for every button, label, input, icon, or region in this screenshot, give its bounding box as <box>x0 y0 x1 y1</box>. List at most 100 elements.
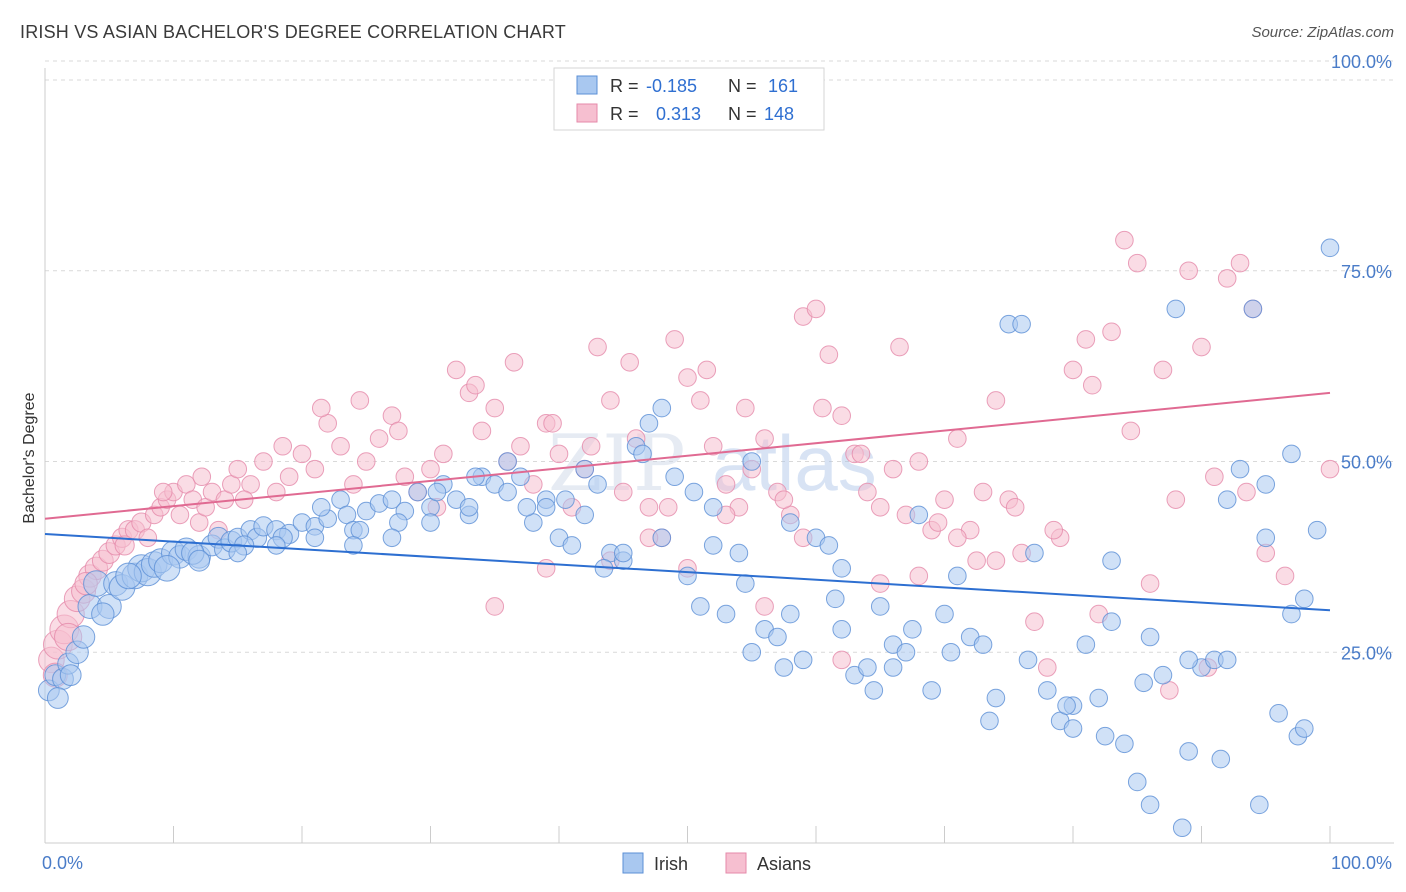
watermark-atlas: atlas <box>712 419 877 507</box>
asian-point <box>588 337 607 357</box>
asian-point <box>620 353 639 372</box>
axes <box>44 68 1394 844</box>
asian-point <box>1166 490 1186 509</box>
irish-point <box>498 452 517 471</box>
irish-point <box>1243 299 1263 319</box>
asian-point <box>1127 253 1147 273</box>
asian-point <box>311 398 331 418</box>
irish-point <box>922 681 941 700</box>
irish-point <box>1038 681 1057 700</box>
irish-point <box>980 711 999 731</box>
asian-point <box>851 444 871 464</box>
asian-point <box>543 414 562 433</box>
chart-title: IRISH VS ASIAN BACHELOR'S DEGREE CORRELA… <box>20 22 566 42</box>
asian-point <box>935 490 954 509</box>
asian-r-label: R = <box>610 104 639 124</box>
asian-point <box>967 551 986 570</box>
asian-trend-line <box>44 391 1331 520</box>
irish-point <box>575 505 595 525</box>
asian-point <box>511 436 530 456</box>
irish-point <box>408 482 427 502</box>
asian-point <box>774 490 794 509</box>
asian-point <box>138 528 158 548</box>
irish-point <box>1282 444 1301 464</box>
chart-source: Source: ZipAtlas.com <box>1251 24 1394 41</box>
asian-point <box>228 459 248 479</box>
asian-point <box>639 497 659 517</box>
irish-point <box>1256 528 1276 548</box>
irish-point <box>793 650 813 670</box>
irish-point <box>774 658 794 677</box>
irish-point <box>652 398 672 418</box>
irish-n-label: N = <box>728 76 757 96</box>
bottom-legend: Irish Asians <box>622 852 811 874</box>
asian-point <box>716 475 736 494</box>
asian-point <box>485 597 505 616</box>
asian-point <box>485 398 505 418</box>
asian-point <box>1320 459 1340 479</box>
irish-point <box>228 543 248 563</box>
irish-point <box>819 536 839 555</box>
asian-point <box>1192 337 1211 357</box>
irish-point <box>864 681 884 700</box>
asian-point <box>858 482 877 502</box>
irish-point <box>1063 719 1083 738</box>
asian-point <box>986 551 1006 570</box>
irish-point <box>1140 627 1160 647</box>
asian-point <box>114 535 135 556</box>
grid-lines <box>45 60 1394 653</box>
asian-point <box>601 391 620 410</box>
irish-point <box>1217 650 1237 670</box>
irish-point <box>588 475 607 494</box>
asian-point <box>703 436 723 456</box>
irish-point <box>1018 650 1038 670</box>
asian-point <box>948 528 967 548</box>
irish-point <box>1179 742 1198 761</box>
irish-point <box>883 658 903 677</box>
irish-point <box>1217 490 1237 509</box>
irish-point <box>729 543 749 563</box>
asian-point <box>421 459 440 479</box>
irish-point <box>736 574 755 593</box>
x-tick-label-min: 0.0% <box>42 853 83 873</box>
asian-point <box>466 375 485 395</box>
asian-point <box>369 429 389 448</box>
asian-point <box>350 391 370 410</box>
data-points <box>37 230 1340 838</box>
irish-point <box>1230 459 1250 479</box>
irish-point <box>556 490 575 509</box>
asian-point <box>658 497 678 517</box>
asian-point <box>1153 360 1173 380</box>
irish-point <box>1057 696 1076 715</box>
irish-point <box>613 543 633 563</box>
irish-point <box>1282 604 1301 624</box>
irish-point <box>115 562 142 590</box>
irish-point <box>1166 299 1186 319</box>
asian-point <box>691 391 710 410</box>
irish-point <box>1250 795 1269 815</box>
irish-point <box>311 497 331 517</box>
asian-point <box>1063 360 1083 380</box>
irish-point <box>703 536 723 555</box>
y-tick-label: 75.0% <box>1341 262 1392 282</box>
irish-point <box>703 497 723 517</box>
asian-point <box>1275 566 1295 586</box>
irish-point <box>941 642 961 662</box>
irish-point <box>1025 543 1044 563</box>
asian-point <box>344 475 363 494</box>
irish-n-value: 161 <box>768 76 798 96</box>
asian-r-value: 0.313 <box>656 104 701 124</box>
irish-point <box>1320 238 1340 258</box>
asian-point <box>1217 269 1237 288</box>
asian-point <box>909 452 929 471</box>
irish-point <box>986 688 1006 708</box>
irish-bottom-label: Irish <box>654 854 688 874</box>
irish-point <box>870 597 890 616</box>
irish-point <box>1102 551 1121 570</box>
irish-point <box>1115 734 1134 754</box>
asian-bottom-swatch <box>725 852 747 874</box>
irish-point <box>909 505 929 525</box>
asian-bottom-label: Asians <box>757 854 811 874</box>
irish-r-label: R = <box>610 76 639 96</box>
irish-point <box>633 444 652 464</box>
